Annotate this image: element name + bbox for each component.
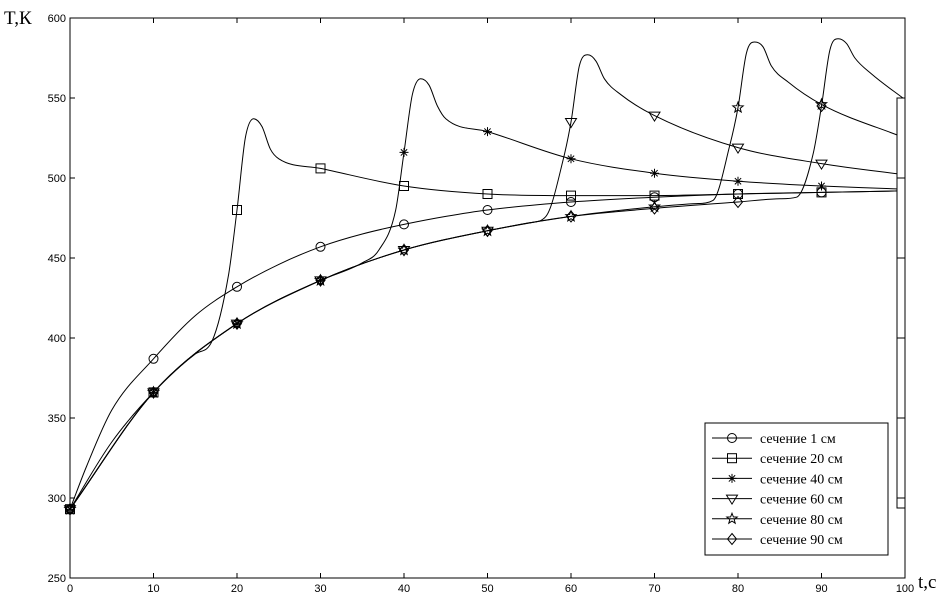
data-point-4 <box>564 118 578 129</box>
data-point-5 <box>313 273 328 286</box>
data-point-3 <box>733 176 743 186</box>
legend: сечение 1 см сечение 20 см сечение 40 см се… <box>704 422 889 556</box>
data-point-5 <box>63 502 77 515</box>
data-point-5 <box>397 243 411 256</box>
data-point-3 <box>650 168 659 178</box>
legend-label: сечение 60 см <box>760 493 843 508</box>
data-point-4 <box>648 111 661 123</box>
x-tick-label: 0 <box>67 583 73 595</box>
x-tick-label: 80 <box>732 583 744 595</box>
data-point-1 <box>482 205 493 215</box>
x-tick-label: 60 <box>565 583 577 595</box>
data-point-2 <box>566 190 576 201</box>
data-point-2 <box>482 189 493 199</box>
y-tick-label: 400 <box>48 333 66 345</box>
y-tick-label: 250 <box>48 573 66 585</box>
data-point-5 <box>814 97 829 110</box>
data-point-5 <box>146 385 161 398</box>
data-point-6 <box>148 386 159 399</box>
data-point-3 <box>483 127 492 137</box>
data-point-3 <box>149 387 158 397</box>
data-point-5 <box>647 199 662 213</box>
x-tick-label: 30 <box>314 583 326 595</box>
data-point-6 <box>565 210 577 223</box>
x-tick-label: 50 <box>481 583 493 595</box>
data-point-6 <box>64 502 76 516</box>
data-point-6 <box>732 195 744 209</box>
x-axis-title: t,с <box>918 572 936 593</box>
legend-label: сечение 1 см <box>760 432 836 447</box>
data-point-3 <box>817 181 826 191</box>
data-point-1 <box>315 241 326 252</box>
data-point-3 <box>65 504 75 514</box>
y-tick-label: 550 <box>48 93 66 105</box>
legend-label: сечение 90 см <box>760 533 843 548</box>
y-tick-label: 500 <box>48 173 66 185</box>
y-tick-label: 600 <box>48 13 66 25</box>
data-point-6 <box>649 202 660 215</box>
data-point-6 <box>231 317 243 330</box>
data-point-1 <box>232 281 242 292</box>
data-point-2 <box>733 189 743 199</box>
side-bar <box>896 97 906 509</box>
data-point-5 <box>480 223 495 237</box>
series-markers <box>63 97 829 516</box>
legend-marker <box>727 453 737 464</box>
axis-ticks: 0 10 20 30 40 50 60 70 80 90 100 250 300 350 400 450 500… <box>48 13 915 595</box>
x-tick-label: 10 <box>147 583 159 595</box>
data-point-3 <box>566 154 576 164</box>
data-point-1 <box>566 197 576 207</box>
data-point-2 <box>315 163 326 174</box>
data-point-6 <box>482 224 493 238</box>
data-point-4 <box>731 143 745 155</box>
data-point-2 <box>232 205 242 215</box>
legend-marker <box>726 532 738 546</box>
data-point-2 <box>399 181 409 191</box>
x-tick-label: 20 <box>231 583 243 595</box>
data-point-1 <box>148 353 159 364</box>
legend-label: сечение 80 см <box>760 513 843 528</box>
legend-label: сечение 20 см <box>760 452 843 467</box>
data-point-6 <box>315 274 326 287</box>
y-axis-title: T,К <box>4 8 32 29</box>
legend-marker <box>725 494 739 506</box>
legend-marker <box>727 473 737 483</box>
legend-marker <box>727 433 737 443</box>
series-line-2 <box>69 118 906 510</box>
y-tick-label: 450 <box>48 253 66 265</box>
x-tick-label: 90 <box>815 583 827 595</box>
legend-marker <box>725 511 739 525</box>
y-tick-label: 350 <box>48 413 66 425</box>
x-tick-label: 100 <box>896 583 914 595</box>
y-tick-label: 300 <box>48 493 66 505</box>
legend-label: сечение 40 см <box>760 472 843 487</box>
legend-box <box>704 422 889 556</box>
data-point-1 <box>399 219 409 230</box>
data-point-5 <box>564 209 578 222</box>
data-point-6 <box>398 243 410 257</box>
series-line-6 <box>69 38 906 510</box>
data-point-5 <box>731 100 745 114</box>
x-tick-label: 70 <box>648 583 660 595</box>
side-bar-outline <box>896 97 906 509</box>
data-point-3 <box>399 147 409 157</box>
data-point-3 <box>316 275 325 285</box>
data-point-4 <box>815 159 828 171</box>
data-point-5 <box>230 316 244 330</box>
data-point-6 <box>816 99 827 113</box>
series-lines <box>69 38 906 510</box>
data-point-3 <box>232 319 242 329</box>
x-tick-label: 40 <box>398 583 410 595</box>
